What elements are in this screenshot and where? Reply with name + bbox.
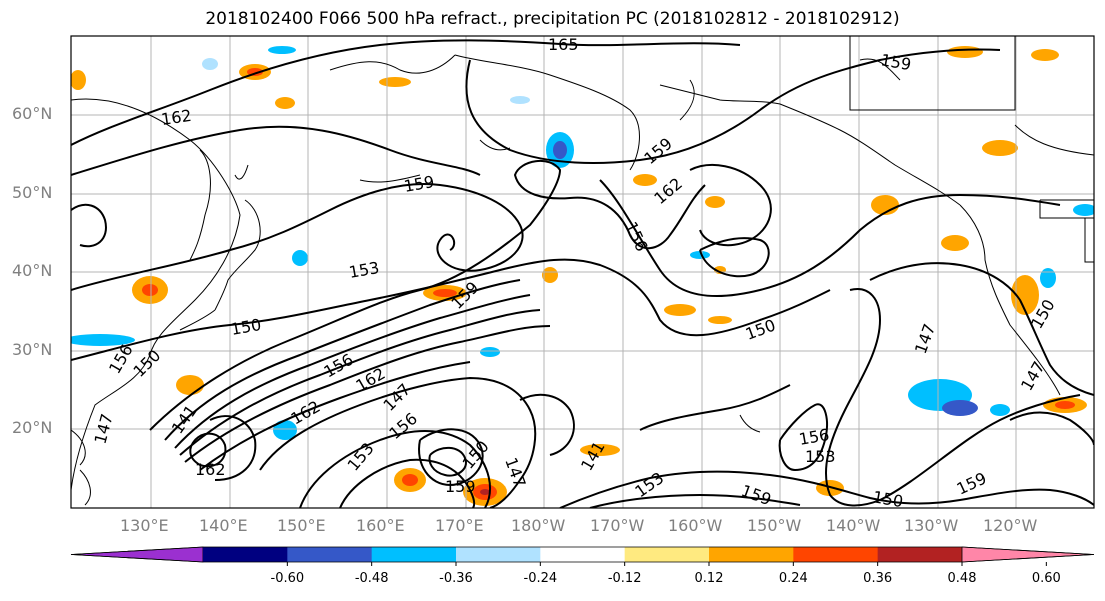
colorbar-ticks [286, 562, 1047, 566]
colorbar-tick-label: -0.48 [354, 571, 389, 586]
lon-label-140e: 140°E [199, 516, 248, 535]
colorbar-tick-label: -0.60 [270, 571, 305, 586]
precip-patch [275, 97, 295, 109]
colorbar-bin [371, 547, 457, 562]
lat-label-40n: 40°N [12, 261, 53, 280]
colorbar-tick-label: 0.24 [778, 571, 808, 586]
precip-patch [71, 70, 86, 90]
precip-patch [708, 316, 732, 324]
precip-patch [142, 284, 158, 296]
precip-patch [1011, 275, 1039, 315]
colorbar-tick-label: 0.60 [1031, 571, 1061, 586]
precip-patch [990, 404, 1010, 416]
lat-label-30n: 30°N [12, 340, 53, 359]
precip-patch [510, 96, 530, 104]
precip-patch [633, 174, 657, 186]
precip-patch [202, 58, 218, 70]
precip-patch [71, 334, 135, 346]
colorbar-frame [70, 546, 1095, 563]
colorbar-bin [287, 547, 373, 562]
colorbar-tick-label: 0.12 [694, 571, 724, 586]
lon-label-130w: 130°W [904, 516, 959, 535]
precip-patch [542, 267, 558, 283]
precip-patch [1073, 204, 1094, 216]
precip-patch [402, 474, 418, 486]
colorbar-extend-low [70, 546, 204, 563]
lon-label-150w: 150°W [747, 516, 802, 535]
precip-patch [480, 347, 500, 357]
lon-label-130e: 130°E [120, 516, 169, 535]
precip-patch [664, 304, 696, 316]
precip-patch [480, 489, 490, 495]
colorbar-bin [877, 547, 963, 562]
lon-label-140w: 140°W [826, 516, 881, 535]
lat-label-50n: 50°N [12, 183, 53, 202]
contour-label: 153 [805, 447, 836, 466]
colorbar-tick-label: -0.12 [607, 571, 642, 586]
lon-label-120w: 120°W [983, 516, 1038, 535]
precip-patch [942, 400, 978, 416]
refractivity-contours [71, 39, 1094, 508]
lon-label-170e: 170°E [435, 516, 484, 535]
colorbar-bin [456, 547, 541, 562]
colorbar-bin [624, 547, 710, 562]
colorbar-bins [70, 546, 1095, 563]
precip-patch [941, 235, 969, 251]
lon-label-160w: 160°W [668, 516, 723, 535]
precip-patch [292, 250, 308, 266]
precip-patch [705, 196, 725, 208]
precip-patch [982, 140, 1018, 156]
map-title: 2018102400 F066 500 hPa refract., precip… [205, 9, 900, 29]
lon-label-150e: 150°E [277, 516, 326, 535]
precip-patch [553, 141, 567, 159]
colorbar-bin [203, 547, 288, 562]
precip-patch [268, 46, 296, 54]
colorbar-tick-label: -0.36 [439, 571, 473, 586]
precip-patch [690, 251, 710, 259]
colorbar-tick-label: -0.24 [523, 571, 558, 586]
precip-patch [1040, 268, 1056, 288]
precip-patch [433, 289, 457, 297]
lat-label-60n: 60°N [12, 104, 53, 123]
colorbar-extend-high [961, 546, 1095, 563]
contour-label: 165 [548, 35, 579, 54]
colorbar-bin [540, 547, 626, 562]
contour-label: 162 [160, 106, 193, 129]
precip-patch [580, 444, 620, 456]
colorbar-tick-label: 0.36 [863, 571, 893, 586]
colorbar-bin [709, 547, 794, 562]
precip-patch [1055, 401, 1075, 409]
colorbar-tick-label: 0.48 [947, 571, 977, 586]
precip-patch [273, 420, 297, 440]
lon-label-170w: 170°W [590, 516, 645, 535]
precip-patch [1031, 49, 1059, 61]
contour-label: 150 [871, 487, 904, 511]
lon-label-160e: 160°E [356, 516, 405, 535]
coastlines [71, 36, 1094, 506]
colorbar-bin [793, 547, 879, 562]
contour-label: 162 [195, 460, 226, 479]
lat-label-20n: 20°N [12, 418, 53, 437]
contour-label: 159 [445, 477, 476, 496]
plot-frame [70, 35, 1095, 509]
lon-label-180w: 180°W [511, 516, 566, 535]
